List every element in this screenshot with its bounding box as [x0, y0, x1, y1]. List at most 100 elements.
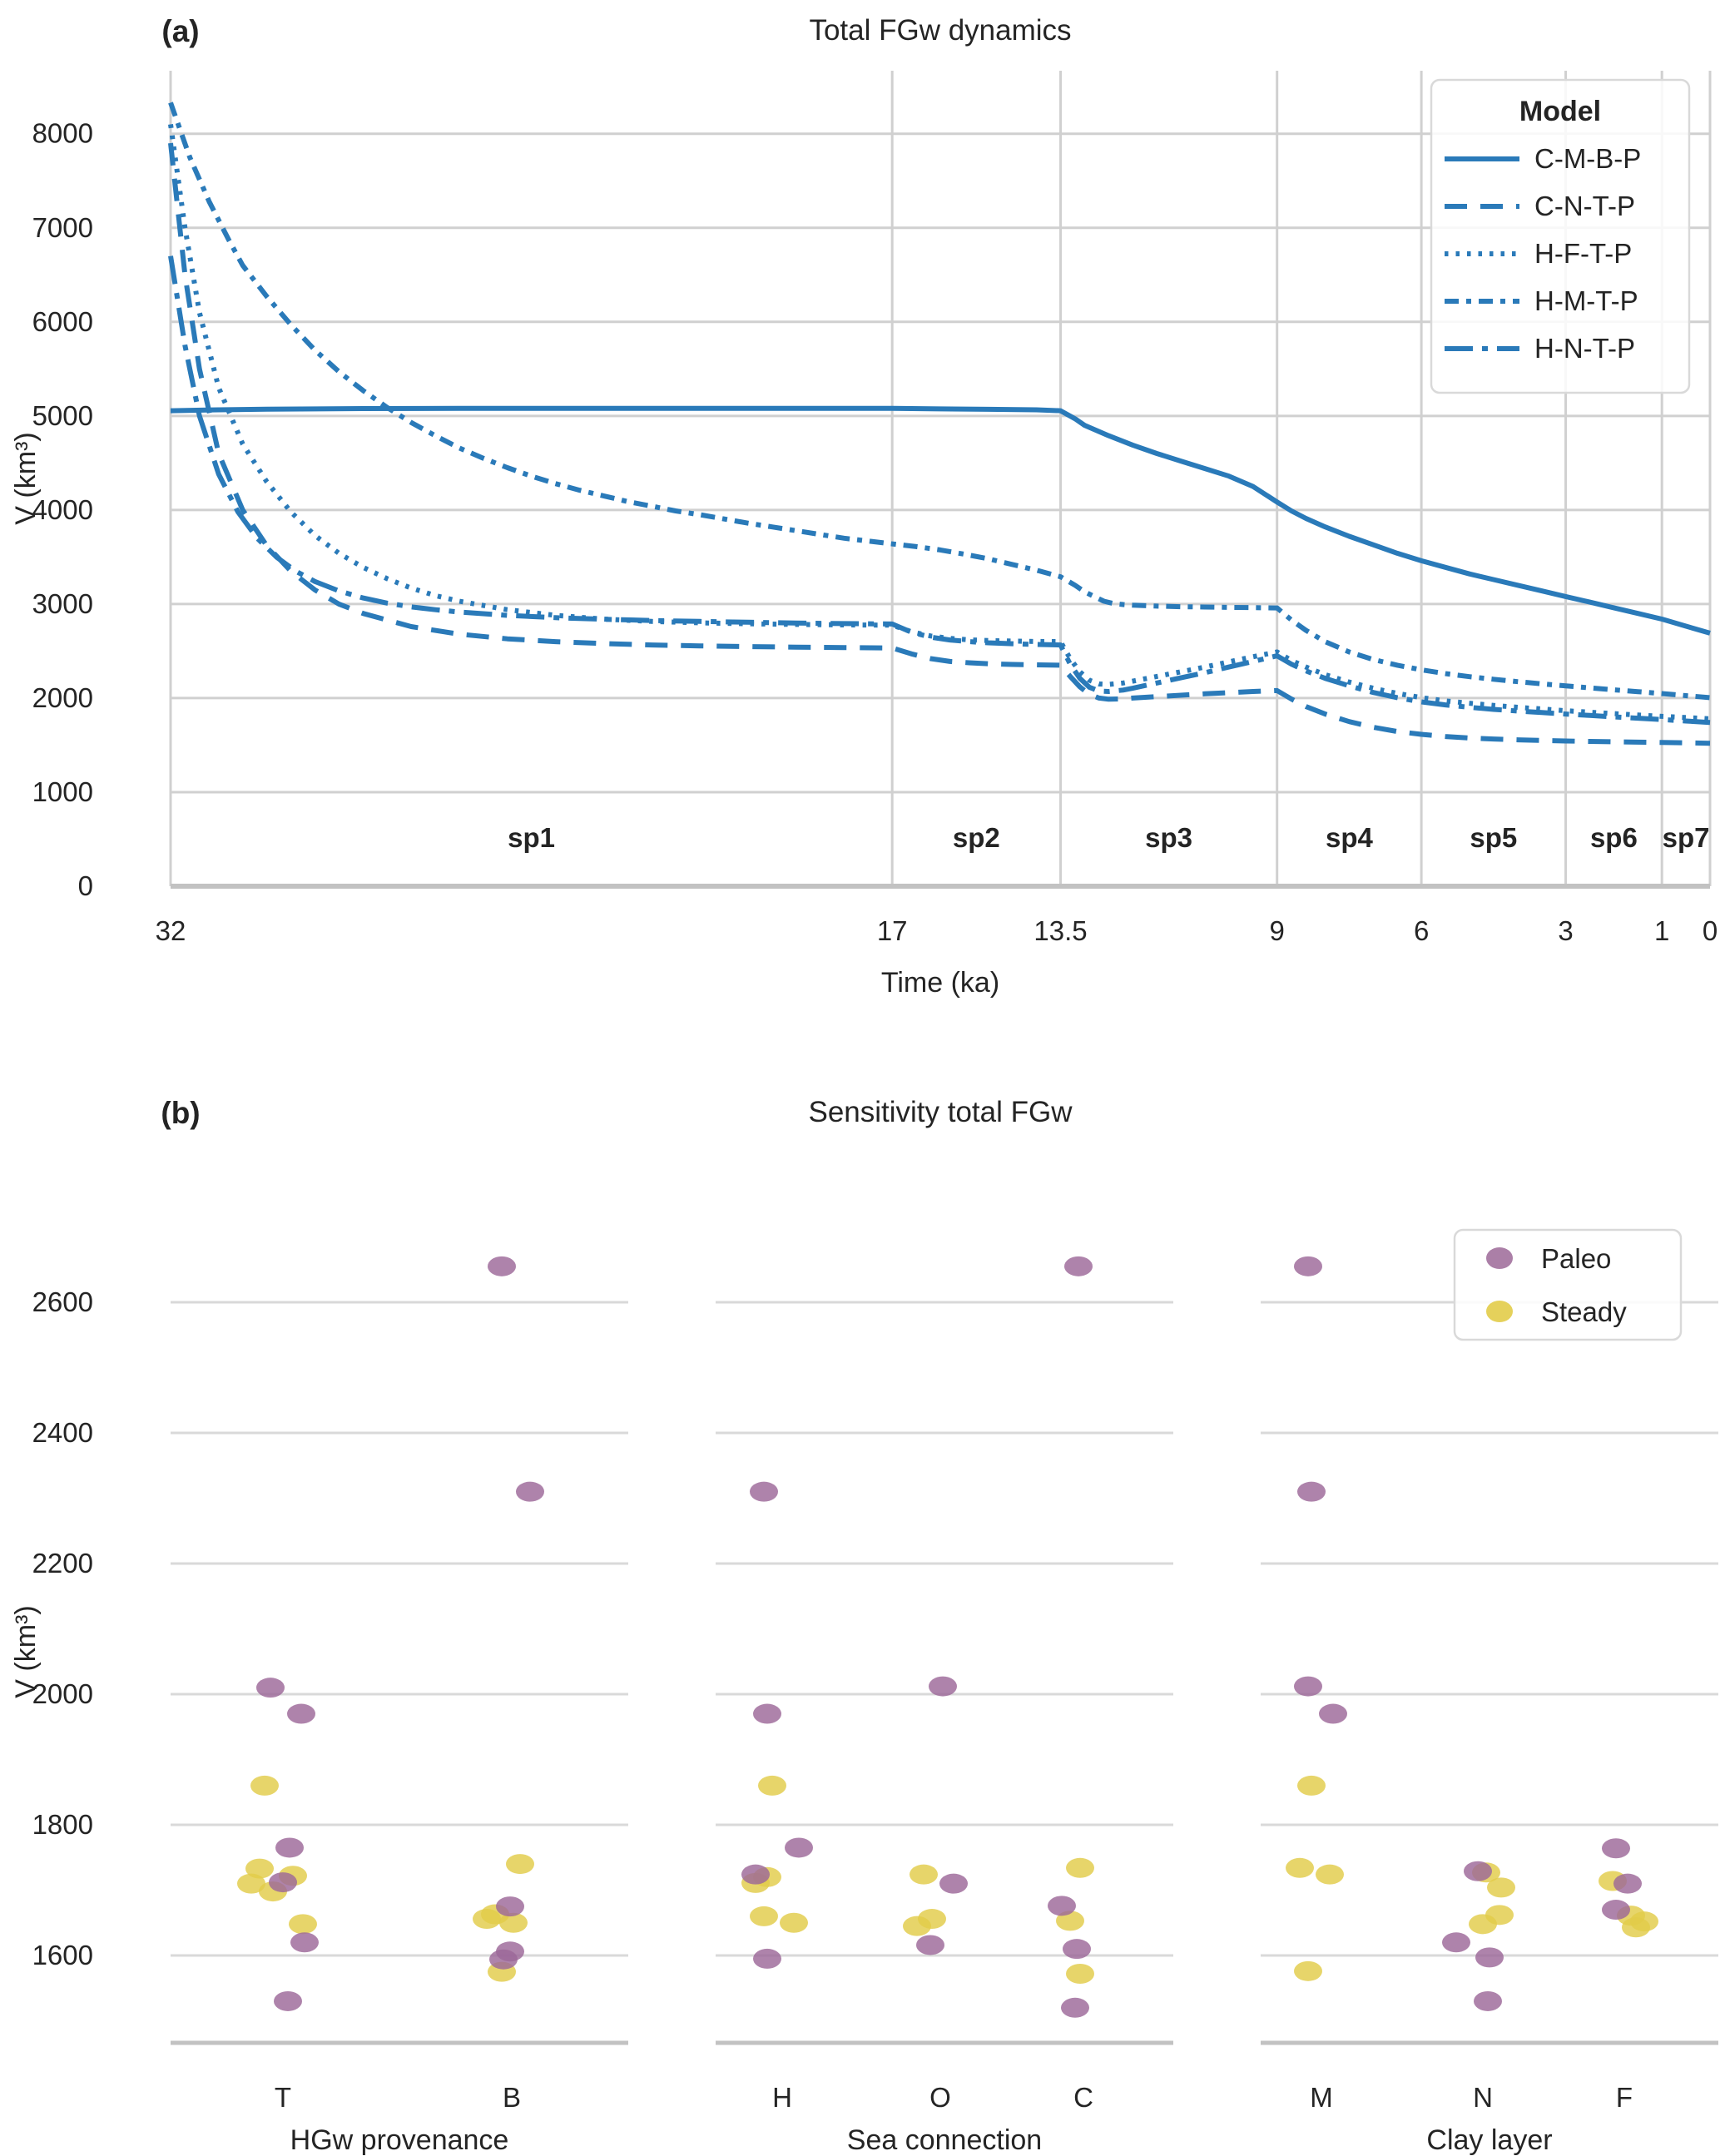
panel-a-series	[168, 102, 1711, 746]
panel-b-dots	[237, 1256, 1658, 2018]
legend-label-H-M-T-P: H-M-T-P	[1534, 285, 1638, 316]
paleo-dot	[1294, 1676, 1322, 1697]
panel-a-x-tick-label: 17	[877, 915, 908, 946]
panel-a-y-tick-label: 8000	[32, 118, 93, 149]
category-label-M: M	[1310, 2082, 1333, 2113]
paleo-dot	[287, 1703, 315, 1724]
paleo-dot	[1602, 1838, 1630, 1859]
panel-b-grid	[171, 1301, 1718, 2045]
steady-dot	[1066, 1963, 1094, 1984]
stress-period-label-sp2: sp2	[953, 822, 1000, 853]
paleo-dot	[275, 1837, 304, 1858]
panel-a-y-tick-label: 5000	[32, 400, 93, 431]
panel-a-x-axis-label: Time (ka)	[881, 967, 999, 999]
panel-b-y-tick-label: 1600	[32, 1940, 93, 1970]
paleo-dot	[753, 1948, 781, 1969]
paleo-dot	[741, 1864, 770, 1885]
panel-a-y-tick-label: 1000	[32, 776, 93, 807]
panel-b-xlabel-clay-layer: Clay layer	[1426, 2124, 1552, 2156]
panel-a-title: Total FGw dynamics	[809, 14, 1071, 47]
paleo-dot	[1442, 1932, 1470, 1953]
panel-a-x-tick-label: 32	[156, 915, 186, 946]
panel-a-stress-period-labels: sp1 sp2 sp3 sp4 sp5 sp6 sp7	[508, 822, 1709, 853]
panel-a-x-tick-label: 13.5	[1033, 915, 1087, 946]
stress-period-label-sp1: sp1	[508, 822, 555, 853]
panel-a-x-tick-label: 3	[1558, 915, 1573, 946]
paleo-dot	[1319, 1703, 1347, 1724]
paleo-legend-dot-icon	[1486, 1247, 1513, 1269]
panel-b-y-tick-label: 2000	[32, 1678, 93, 1709]
stress-period-label-sp7: sp7	[1663, 822, 1710, 853]
steady-dot	[903, 1916, 931, 1936]
paleo-dot	[256, 1678, 285, 1698]
paleo-dot	[496, 1896, 524, 1917]
panel-b-label: (b)	[161, 1096, 200, 1130]
panel-a-y-tick-label: 2000	[32, 682, 93, 713]
steady-dot	[506, 1854, 534, 1875]
steady-dot	[758, 1775, 786, 1796]
paleo-dot	[516, 1481, 544, 1502]
stress-period-label-sp5: sp5	[1470, 822, 1517, 853]
panel-b-title: Sensitivity total FGw	[808, 1096, 1073, 1128]
panel-a-y-tick-label: 6000	[32, 306, 93, 337]
panel-b-xlabel-hgw-provenance: HGw provenance	[290, 2124, 509, 2156]
steady-dot	[1316, 1864, 1344, 1885]
series-line-C-N-T-P	[168, 142, 1711, 746]
panel-a-grid	[169, 71, 1712, 889]
paleo-dot	[1474, 1990, 1502, 2011]
panel-a-x-tick-label: 1	[1654, 915, 1669, 946]
category-label-N: N	[1473, 2082, 1493, 2113]
steady-dot	[750, 1906, 778, 1926]
panel-b-y-tick-label: 2200	[32, 1548, 93, 1579]
steady-dot	[289, 1914, 317, 1935]
legend-label-C-N-T-P: C-N-T-P	[1534, 191, 1635, 221]
paleo-dot	[269, 1872, 297, 1893]
panel-a-y-tick-label: 0	[78, 870, 93, 901]
panel-b-y-tick-label: 2400	[32, 1417, 93, 1448]
steady-dot	[1487, 1877, 1515, 1898]
panel-a-label: (a)	[161, 14, 199, 48]
category-label-H: H	[772, 2082, 792, 2113]
paleo-legend-label: Paleo	[1541, 1243, 1611, 1274]
series-line-H-F-T-P	[168, 123, 1711, 721]
paleo-dot	[1297, 1481, 1326, 1502]
category-label-F: F	[1616, 2082, 1633, 2113]
paleo-dot	[1475, 1947, 1504, 1968]
steady-dot	[1294, 1960, 1322, 1981]
steady-dot	[1056, 1911, 1084, 1931]
steady-legend-dot-icon	[1486, 1301, 1513, 1322]
paleo-dot	[785, 1837, 813, 1858]
panel-a-legend: Model C-M-B-P C-N-T-P H-F-T-P H-M-T-P H-N-T-…	[1430, 78, 1691, 394]
stress-period-label-sp3: sp3	[1145, 822, 1192, 853]
legend-label-C-M-B-P: C-M-B-P	[1534, 143, 1641, 174]
paleo-dot	[1061, 1997, 1089, 2018]
steady-dot	[910, 1864, 938, 1885]
panel-a-y-tick-label: 4000	[32, 494, 93, 525]
steady-dot	[1297, 1775, 1326, 1796]
paleo-dot	[1048, 1896, 1076, 1916]
category-label-B: B	[503, 2082, 521, 2113]
category-label-C: C	[1073, 2082, 1093, 2113]
steady-dot	[473, 1909, 501, 1930]
paleo-dot	[929, 1676, 957, 1697]
steady-dot	[245, 1858, 274, 1879]
panel-b-y-tick-label: 2600	[32, 1286, 93, 1317]
paleo-dot	[1294, 1256, 1322, 1276]
panel-a-x-tick-label: 6	[1414, 915, 1429, 946]
paleo-dot	[1613, 1873, 1642, 1894]
panel-b-tick-labels: 1600 1800 2000 2200 2400 2600 T B H O C M N F	[32, 1286, 1633, 2113]
series-line-H-M-T-P	[168, 102, 1711, 701]
steady-dot	[237, 1873, 265, 1894]
paleo-dot	[750, 1481, 778, 1502]
panel-a-legend-title: Model	[1519, 96, 1601, 127]
panel-b-y-tick-label: 1800	[32, 1809, 93, 1840]
paleo-dot	[1602, 1900, 1630, 1921]
panel-a-x-tick-label: 0	[1703, 915, 1718, 946]
panel-a-tick-labels: 0 1000 2000 3000 4000 5000 6000 7000 8000 32 17 13.…	[32, 118, 1718, 946]
panel-a-y-tick-label: 7000	[32, 212, 93, 243]
legend-label-H-F-T-P: H-F-T-P	[1534, 238, 1632, 269]
steady-dot	[1469, 1914, 1497, 1935]
legend-label-H-N-T-P: H-N-T-P	[1534, 333, 1635, 364]
steady-dot	[1066, 1857, 1094, 1878]
